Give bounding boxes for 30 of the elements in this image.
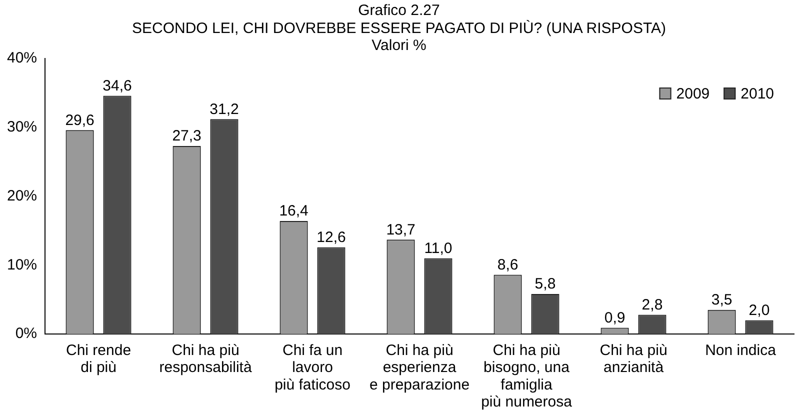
- y-tick-label: 0%: [15, 325, 38, 342]
- data-label: 11,0: [424, 240, 452, 257]
- data-label: 13,7: [386, 221, 416, 238]
- data-label: 5,8: [534, 276, 556, 293]
- data-label: 31,2: [210, 100, 239, 118]
- x-tick-label: Chi ha più responsabilità: [159, 342, 252, 376]
- y-tick-label: 20%: [6, 187, 38, 204]
- x-tick-label: Chi ha più esperienza e preparazione: [369, 342, 470, 394]
- data-label: 27,3: [172, 128, 202, 145]
- data-label: 29,6: [65, 112, 94, 129]
- data-label: 12,6: [316, 228, 346, 246]
- legend-label: 2010: [740, 86, 774, 103]
- x-tick-label: Non indica: [705, 342, 777, 359]
- data-label: 3,5: [711, 292, 732, 309]
- x-tick-label: Chi ha più anzianità: [600, 342, 668, 376]
- data-label: 16,4: [279, 202, 308, 220]
- x-tick-label: Chi fa un lavoro più faticoso: [274, 342, 350, 394]
- chart-subtitle: SECONDO LEI, CHI DOVREBBE ESSERE PAGATO DI PIÙ? (UNA RISPOSTA) Valori %: [132, 18, 666, 54]
- data-label: 8,6: [497, 256, 518, 274]
- data-label: 0,9: [604, 309, 626, 326]
- data-label: 2,0: [748, 302, 770, 319]
- chart-title: Grafico 2.27: [358, 2, 440, 20]
- data-label: 2,8: [642, 296, 663, 314]
- y-tick-label: 10%: [6, 256, 38, 274]
- legend-label: 2009: [676, 86, 710, 103]
- y-tick-label: 40%: [6, 50, 38, 67]
- y-tick-label: 30%: [6, 118, 38, 136]
- data-label: 34,6: [102, 77, 132, 94]
- x-tick-label: Chi ha più bisogno, una famiglia più numerosa: [481, 342, 573, 411]
- x-tick-label: Chi rende di più: [66, 342, 132, 376]
